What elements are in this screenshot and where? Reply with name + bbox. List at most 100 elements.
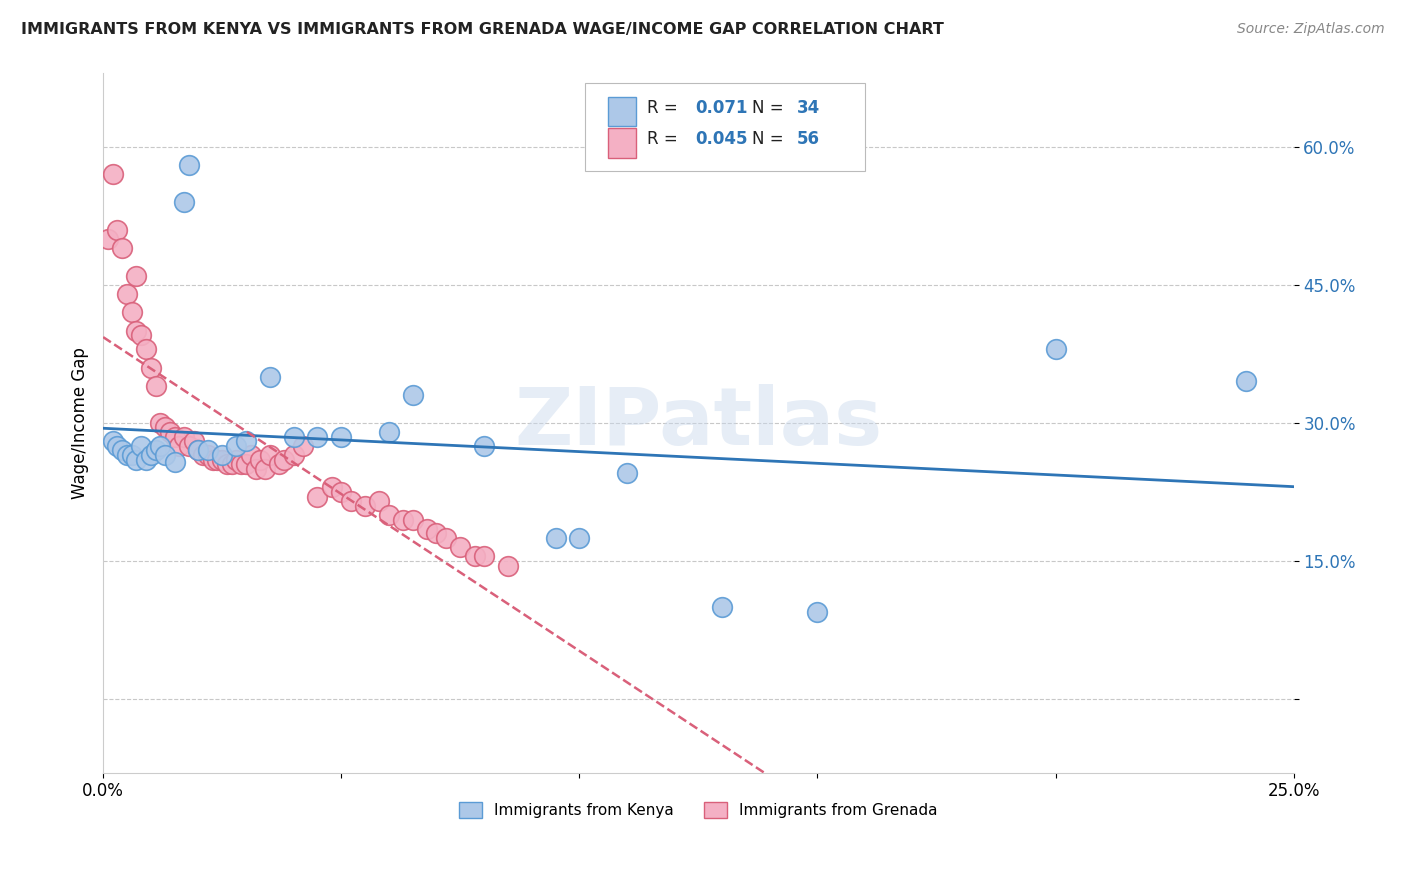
Y-axis label: Wage/Income Gap: Wage/Income Gap bbox=[72, 347, 89, 499]
Point bbox=[392, 512, 415, 526]
Text: ZIPatlas: ZIPatlas bbox=[515, 384, 883, 462]
Point bbox=[207, 452, 229, 467]
Point bbox=[711, 599, 734, 614]
Point bbox=[125, 452, 148, 467]
Point bbox=[139, 448, 162, 462]
Point bbox=[187, 443, 209, 458]
Point bbox=[121, 448, 143, 462]
Point bbox=[401, 388, 423, 402]
Text: Source: ZipAtlas.com: Source: ZipAtlas.com bbox=[1237, 22, 1385, 37]
Point bbox=[1234, 375, 1257, 389]
FancyBboxPatch shape bbox=[585, 84, 865, 171]
Point bbox=[259, 448, 281, 462]
Point bbox=[339, 494, 361, 508]
Point bbox=[378, 425, 401, 439]
Point bbox=[416, 522, 439, 536]
Point bbox=[434, 531, 457, 545]
Point bbox=[197, 448, 219, 462]
Point bbox=[239, 448, 262, 462]
Point bbox=[153, 448, 176, 462]
Point bbox=[115, 448, 138, 462]
Point bbox=[191, 448, 214, 462]
Text: N =: N = bbox=[752, 130, 789, 148]
Point bbox=[163, 454, 186, 468]
Point bbox=[211, 452, 233, 467]
Point bbox=[283, 430, 305, 444]
Point bbox=[107, 439, 129, 453]
Text: IMMIGRANTS FROM KENYA VS IMMIGRANTS FROM GRENADA WAGE/INCOME GAP CORRELATION CHA: IMMIGRANTS FROM KENYA VS IMMIGRANTS FROM… bbox=[21, 22, 943, 37]
Point bbox=[354, 499, 377, 513]
Point bbox=[225, 439, 247, 453]
Point bbox=[149, 439, 172, 453]
Point bbox=[254, 462, 277, 476]
Point bbox=[496, 558, 519, 573]
Point bbox=[292, 439, 315, 453]
Point bbox=[307, 430, 329, 444]
Text: 0.071: 0.071 bbox=[695, 99, 748, 117]
Point bbox=[464, 549, 486, 564]
Point bbox=[163, 430, 186, 444]
Point bbox=[169, 439, 191, 453]
Point bbox=[111, 443, 134, 458]
Point bbox=[249, 452, 271, 467]
Point bbox=[215, 458, 238, 472]
Point bbox=[187, 443, 209, 458]
Point bbox=[321, 480, 343, 494]
Point bbox=[221, 458, 243, 472]
Point bbox=[159, 425, 181, 439]
Point bbox=[269, 458, 291, 472]
Point bbox=[197, 443, 219, 458]
Point bbox=[1045, 342, 1067, 356]
Point bbox=[145, 443, 167, 458]
Point bbox=[173, 194, 195, 209]
Point bbox=[401, 512, 423, 526]
Point bbox=[183, 434, 205, 449]
Point bbox=[145, 379, 167, 393]
Point bbox=[378, 508, 401, 522]
Point bbox=[115, 287, 138, 301]
Point bbox=[201, 452, 224, 467]
Point bbox=[107, 222, 129, 236]
Point bbox=[149, 416, 172, 430]
Point bbox=[139, 360, 162, 375]
Point bbox=[111, 241, 134, 255]
Point bbox=[472, 439, 495, 453]
Text: R =: R = bbox=[647, 99, 683, 117]
Point bbox=[235, 434, 257, 449]
Point bbox=[125, 268, 148, 283]
Text: 0.045: 0.045 bbox=[695, 130, 748, 148]
Point bbox=[129, 328, 152, 343]
Text: 56: 56 bbox=[797, 130, 820, 148]
Point bbox=[368, 494, 391, 508]
Point bbox=[225, 452, 247, 467]
Point bbox=[135, 342, 157, 356]
Point bbox=[330, 430, 353, 444]
Point bbox=[129, 439, 152, 453]
Point bbox=[211, 448, 233, 462]
FancyBboxPatch shape bbox=[607, 96, 637, 126]
Point bbox=[283, 448, 305, 462]
Point bbox=[235, 458, 257, 472]
Point bbox=[135, 452, 157, 467]
FancyBboxPatch shape bbox=[607, 128, 637, 158]
Point bbox=[472, 549, 495, 564]
Point bbox=[153, 420, 176, 434]
Point bbox=[568, 531, 591, 545]
Point bbox=[177, 158, 200, 172]
Point bbox=[101, 434, 124, 449]
Point bbox=[245, 462, 267, 476]
Point bbox=[125, 324, 148, 338]
Point bbox=[806, 605, 828, 619]
Point bbox=[307, 490, 329, 504]
Point bbox=[97, 232, 120, 246]
Point bbox=[273, 452, 295, 467]
Point bbox=[616, 467, 638, 481]
Point bbox=[121, 305, 143, 319]
Point bbox=[173, 430, 195, 444]
Point bbox=[330, 484, 353, 499]
Point bbox=[177, 439, 200, 453]
Point bbox=[259, 369, 281, 384]
Point bbox=[231, 458, 253, 472]
Text: R =: R = bbox=[647, 130, 683, 148]
Text: N =: N = bbox=[752, 99, 789, 117]
